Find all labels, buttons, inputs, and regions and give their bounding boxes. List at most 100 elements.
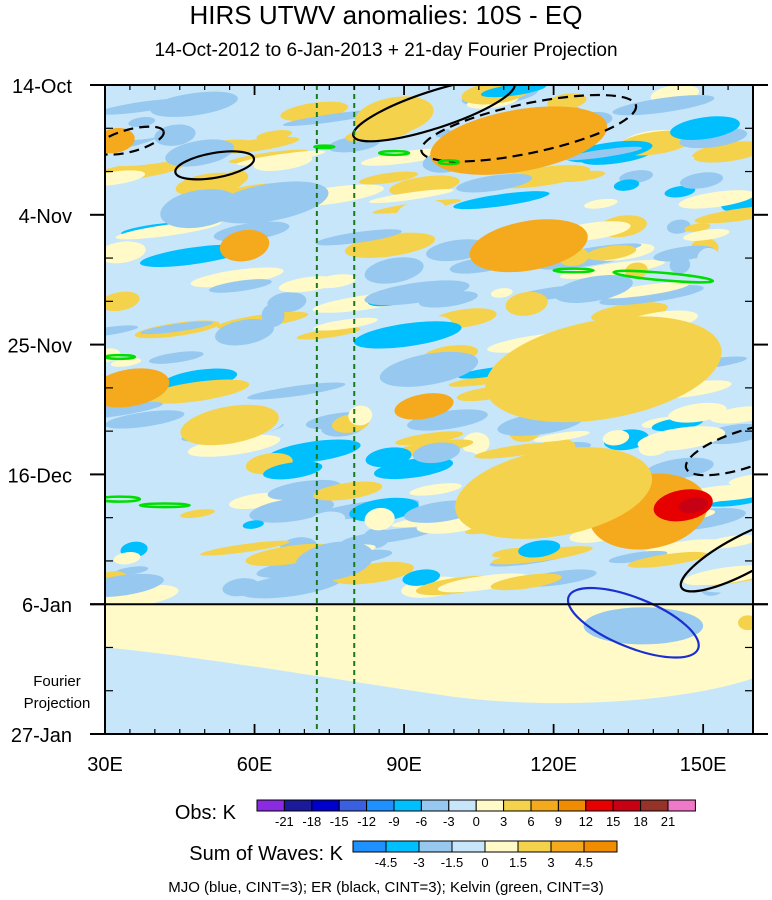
anomaly-stripe bbox=[684, 223, 711, 232]
y-tick-label: 27-Jan bbox=[11, 725, 72, 747]
anomaly-stripe bbox=[602, 156, 695, 173]
fourier-projection-label: Fourier bbox=[33, 673, 81, 690]
anomaly-stripe bbox=[209, 279, 272, 293]
anomaly-stripe bbox=[140, 244, 247, 268]
waves-colorbar-level-label: -1.5 bbox=[441, 855, 463, 870]
obs-colorbar-swatch bbox=[420, 799, 450, 812]
anomaly-stripe bbox=[637, 426, 726, 452]
anomaly-stripe bbox=[368, 189, 454, 204]
anomaly-stripe bbox=[602, 430, 630, 446]
obs-colorbar-level-label: -9 bbox=[388, 814, 400, 829]
chart-subtitle: 14-Oct-2012 to 6-Jan-2013 + 21-day Fouri… bbox=[154, 40, 618, 61]
x-tick-label: 90E bbox=[386, 754, 422, 776]
kelvin-wave-contour bbox=[138, 502, 191, 509]
anomaly-stripe bbox=[148, 471, 254, 498]
kelvin-wave-contour bbox=[552, 267, 595, 274]
waves-colorbar-swatch bbox=[517, 840, 552, 853]
wave-contours bbox=[105, 85, 753, 659]
obs-colorbar-swatch bbox=[530, 799, 559, 812]
obs-colorbar-level-label: -12 bbox=[357, 814, 376, 829]
anomaly-stripe bbox=[678, 190, 753, 209]
anomaly-stripe bbox=[490, 573, 562, 591]
anomaly-stripe bbox=[700, 539, 753, 556]
obs-colorbar-swatch bbox=[585, 799, 614, 812]
anomaly-stripe bbox=[128, 116, 156, 127]
anomaly-stripe bbox=[505, 291, 548, 316]
anomaly-patch bbox=[430, 106, 608, 175]
y-tick-label: 4-Nov bbox=[19, 206, 72, 228]
obs-colorbar-swatch bbox=[366, 799, 395, 812]
anomaly-stripe bbox=[364, 507, 395, 531]
anomaly-stripe bbox=[395, 431, 464, 446]
anomaly-stripe bbox=[105, 584, 179, 609]
waves-colorbar-swatch bbox=[385, 840, 420, 853]
obs-colorbar-swatch bbox=[448, 799, 477, 812]
anomaly-stripe bbox=[462, 432, 490, 455]
anomaly-patch bbox=[165, 139, 235, 167]
kelvin-wave-contour bbox=[612, 269, 715, 284]
mjo-wave-contour bbox=[566, 586, 700, 659]
anomaly-stripe bbox=[249, 497, 335, 523]
anomaly-stripe bbox=[490, 288, 513, 298]
anomaly-patch bbox=[294, 541, 374, 581]
obs-colorbar-swatch bbox=[256, 799, 285, 812]
obs-colorbar-level-label: 15 bbox=[606, 814, 620, 829]
anomaly-patch bbox=[210, 181, 329, 224]
obs-colorbar-swatch bbox=[667, 799, 696, 812]
er-wave-contour bbox=[684, 423, 753, 477]
anomaly-patch bbox=[219, 229, 270, 262]
waves-colorbar-level-label: 0 bbox=[481, 855, 488, 870]
waves-colorbar-title: Sum of Waves: K bbox=[189, 843, 343, 865]
anomaly-stripe bbox=[599, 285, 704, 306]
anomaly-stripe bbox=[407, 409, 488, 431]
anomaly-stripe bbox=[247, 382, 346, 400]
obs-colorbar-level-label: 21 bbox=[661, 814, 675, 829]
anomaly-stripe bbox=[627, 551, 708, 568]
anomaly-stripe bbox=[653, 245, 715, 262]
obs-colorbar-title: Obs: K bbox=[175, 802, 237, 824]
anomaly-patch bbox=[364, 257, 424, 284]
anomaly-stripe bbox=[105, 170, 146, 186]
waves-colorbar-swatch bbox=[352, 840, 387, 853]
anomaly-stripe bbox=[144, 379, 250, 404]
anomaly-stripe bbox=[263, 461, 323, 480]
anomaly-stripe bbox=[456, 173, 533, 193]
obs-colorbar-level-label: 9 bbox=[555, 814, 562, 829]
waves-colorbar-level-label: 4.5 bbox=[575, 855, 593, 870]
anomaly-stripe bbox=[362, 527, 390, 549]
anomaly-stripe bbox=[437, 573, 529, 593]
colorbars: -21 -18 -15 -12 -9 -6 -3 0 3 6 9 12 15 18 21 Obs: K -4.5… bbox=[175, 799, 696, 870]
kelvin-wave-contour bbox=[377, 149, 411, 157]
anomaly-patch bbox=[215, 319, 275, 346]
anomaly-stripe bbox=[149, 351, 204, 364]
waves-colorbar-swatch bbox=[550, 840, 585, 853]
anomaly-stripe bbox=[679, 172, 724, 189]
anomaly-stripe bbox=[278, 276, 337, 293]
er-wave-contour bbox=[420, 93, 638, 163]
anomaly-stripe bbox=[364, 280, 470, 306]
anomaly-stripe bbox=[140, 321, 213, 335]
anomaly-stripe bbox=[150, 91, 238, 117]
anomaly-stripe bbox=[358, 171, 419, 185]
anomaly-stripe bbox=[309, 511, 346, 529]
anomaly-stripe bbox=[397, 199, 446, 222]
anomaly-stripe bbox=[315, 229, 402, 246]
waves-colorbar-level-label: 3 bbox=[547, 855, 554, 870]
kelvin-wave-contour bbox=[105, 495, 142, 503]
obs-colorbar-swatch bbox=[475, 799, 505, 812]
anomaly-stripe bbox=[313, 317, 378, 331]
anomaly-stripe bbox=[113, 552, 141, 565]
y-tick-label: 6-Jan bbox=[22, 595, 72, 617]
waves-colorbar-swatch bbox=[583, 840, 618, 853]
anomaly-stripe bbox=[353, 321, 462, 349]
obs-colorbar-level-label: 6 bbox=[527, 814, 534, 829]
anomaly-stripe bbox=[105, 325, 139, 338]
anomaly-stripe bbox=[533, 431, 590, 442]
waves-colorbar-level-label: -3 bbox=[413, 855, 425, 870]
anomaly-stripe bbox=[474, 442, 559, 459]
anomaly-stripe bbox=[253, 153, 313, 171]
obs-colorbar-swatch bbox=[557, 799, 587, 812]
anomaly-patch bbox=[379, 351, 479, 387]
anomaly-stripe bbox=[200, 540, 290, 556]
anomaly-stripe bbox=[613, 179, 640, 191]
